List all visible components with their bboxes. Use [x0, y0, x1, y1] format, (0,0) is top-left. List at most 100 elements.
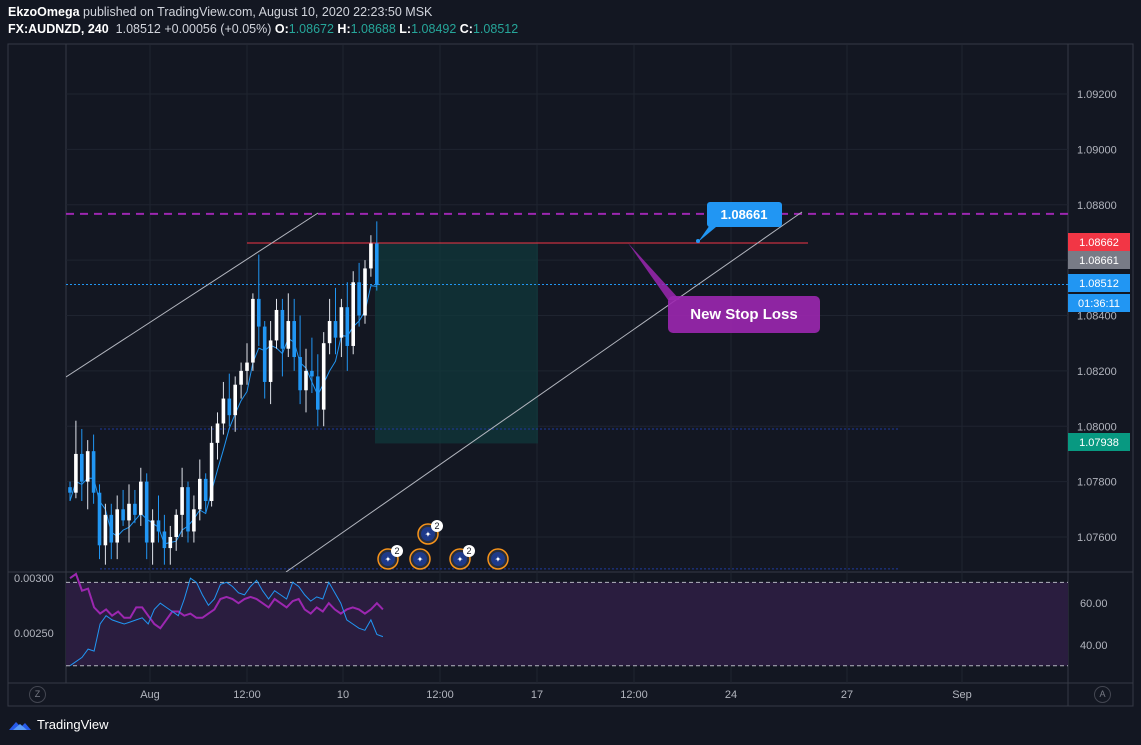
- high-value: 1.08688: [350, 22, 396, 36]
- candle: [139, 467, 143, 526]
- time-tick-label: Aug: [140, 689, 160, 701]
- candle-body: [227, 398, 232, 416]
- candle: [80, 429, 84, 502]
- candle: [68, 481, 72, 502]
- candle-body: [168, 537, 173, 549]
- candle-body: [257, 298, 261, 327]
- candle-body: [139, 481, 143, 515]
- candle: [127, 484, 131, 543]
- candle: [345, 282, 350, 371]
- price-axis-label-text: 1.08662: [1079, 237, 1119, 249]
- candle: [198, 459, 202, 521]
- candle: [144, 473, 149, 560]
- horizontal-levels: [66, 212, 1068, 570]
- candles: [68, 221, 379, 565]
- close-label: C:: [459, 22, 473, 36]
- candle-body: [156, 520, 161, 532]
- price-note-callout[interactable]: [707, 202, 782, 227]
- channel-upper-line[interactable]: [66, 212, 319, 378]
- candle: [74, 420, 78, 499]
- candle-body: [333, 321, 338, 338]
- candle: [280, 298, 285, 377]
- economic-events[interactable]: ✦2✦2✦ ✦2✦: [377, 520, 509, 570]
- candle-body: [115, 509, 119, 543]
- symbol-line[interactable]: FX:AUDNZD, 240: [8, 22, 109, 36]
- candle-body: [298, 357, 302, 391]
- candle: [298, 315, 302, 405]
- candle: [292, 298, 296, 371]
- price-axis-label: 1.07938: [1068, 433, 1130, 451]
- tradingview-brand[interactable]: TradingView: [8, 717, 109, 732]
- price-tick-label: 1.08400: [1077, 311, 1117, 323]
- auto-scale-button[interactable]: A: [1094, 686, 1111, 703]
- svg-text:✦: ✦: [457, 555, 464, 564]
- candle-body: [162, 531, 167, 549]
- oscillator-left-tick: 0.00300: [14, 573, 54, 585]
- price-axis-label: 1.08661: [1068, 251, 1130, 269]
- candle: [103, 503, 108, 565]
- candle-body: [304, 370, 308, 391]
- time-tick-label: 12:00: [620, 689, 648, 701]
- low-value: 1.08492: [411, 22, 457, 36]
- candle-body: [174, 514, 178, 537]
- candle: [168, 525, 173, 565]
- candle: [85, 440, 90, 510]
- candle-body: [203, 478, 208, 502]
- candle-body: [363, 268, 367, 316]
- price-axis-label: 1.08512: [1068, 274, 1130, 292]
- candle-body: [221, 398, 226, 424]
- candle: [333, 287, 338, 355]
- candle: [245, 343, 249, 385]
- price-change: +0.00056 (+0.05%): [164, 22, 272, 36]
- candle-body: [186, 487, 190, 532]
- candle: [109, 503, 114, 560]
- price-axis-label: 01:36:11: [1068, 294, 1130, 312]
- take-profit-zone[interactable]: [375, 242, 538, 444]
- candle: [274, 298, 279, 349]
- candle-body: [209, 442, 214, 502]
- candle: [221, 381, 226, 435]
- event-flag-icon[interactable]: ✦: [487, 548, 509, 570]
- stop-loss-pointer: [628, 243, 680, 300]
- svg-text:✦: ✦: [495, 555, 502, 564]
- auto-scale-left-button[interactable]: Z: [29, 686, 46, 703]
- candle-body: [286, 321, 291, 349]
- candle-body: [121, 509, 125, 521]
- oscillator-series: [69, 572, 384, 667]
- candle: [369, 235, 373, 277]
- price-axis-ticks: 1.092001.090001.088001.086001.084001.082…: [1077, 89, 1117, 544]
- time-tick-label: 24: [725, 689, 737, 701]
- candle-body: [268, 340, 273, 382]
- candle: [162, 514, 167, 565]
- candle-body: [68, 487, 72, 493]
- publish-info: EkzoOmega published on TradingView.com, …: [8, 5, 432, 19]
- price-note-anchor[interactable]: [696, 239, 700, 243]
- oscillator-blue-line: [69, 577, 384, 667]
- tradingview-logo-icon: [9, 721, 31, 730]
- event-flag-icon[interactable]: ✦: [409, 548, 431, 570]
- candle-body: [198, 478, 202, 510]
- stop-loss-callout[interactable]: [668, 296, 820, 333]
- candle: [215, 412, 220, 460]
- open-value: 1.08672: [288, 22, 334, 36]
- ohlc-legend: FX:AUDNZD, 240 1.08512 +0.00056 (+0.05%)…: [8, 22, 518, 36]
- time-tick-label: 10: [337, 689, 349, 701]
- channel-lower-line[interactable]: [285, 211, 803, 572]
- event-flag-icon[interactable]: ✦2: [417, 520, 443, 545]
- candle-body: [74, 453, 78, 493]
- event-flag-icon[interactable]: ✦2: [449, 545, 475, 570]
- price-axis-label-text: 1.08512: [1079, 278, 1119, 290]
- candle: [192, 495, 196, 543]
- candle: [233, 376, 237, 432]
- candle: [363, 260, 367, 324]
- author-name[interactable]: EkzoOmega: [8, 5, 80, 19]
- candle-body: [339, 307, 344, 338]
- candle-body: [245, 362, 249, 371]
- candle-body: [180, 487, 184, 515]
- event-flag-icon[interactable]: ✦2: [377, 545, 403, 570]
- candle-body: [85, 451, 90, 482]
- candle: [209, 426, 214, 507]
- event-count-badge: [431, 520, 443, 532]
- svg-text:✦: ✦: [425, 530, 432, 539]
